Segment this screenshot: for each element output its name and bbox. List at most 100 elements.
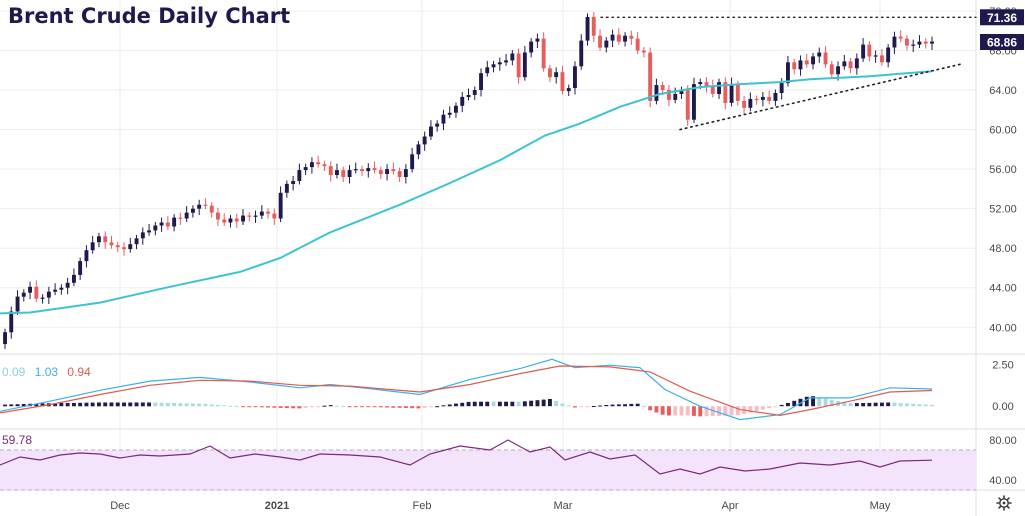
candle bbox=[3, 328, 7, 350]
macd-hist-bar bbox=[59, 403, 64, 407]
candle bbox=[491, 60, 496, 73]
candle bbox=[917, 35, 922, 49]
candle bbox=[560, 65, 565, 95]
candle bbox=[46, 286, 51, 305]
candle-body bbox=[403, 169, 408, 177]
candle bbox=[21, 289, 26, 302]
candle-body bbox=[616, 34, 621, 42]
candle bbox=[416, 140, 421, 160]
candle-body bbox=[203, 204, 208, 206]
candle bbox=[573, 61, 577, 95]
candle-body bbox=[241, 215, 245, 222]
macd-hist-bar bbox=[65, 403, 70, 407]
candle bbox=[654, 78, 659, 105]
settings-gear-icon[interactable] bbox=[996, 495, 1012, 511]
candle bbox=[479, 68, 483, 97]
candle bbox=[178, 212, 183, 225]
macd-hist-bar bbox=[203, 404, 208, 407]
candle bbox=[685, 85, 690, 127]
candle bbox=[429, 120, 433, 140]
candle-body bbox=[460, 96, 465, 106]
candle-body bbox=[247, 215, 252, 217]
macd-hist-bar bbox=[266, 406, 270, 408]
candle-body bbox=[679, 90, 684, 94]
time-tick-label: Feb bbox=[413, 500, 432, 512]
candle-body bbox=[378, 170, 383, 175]
macd-tick-label: 2.50 bbox=[992, 359, 1013, 371]
candle bbox=[184, 206, 189, 223]
macd-hist-bar bbox=[817, 397, 822, 407]
candle bbox=[366, 163, 371, 178]
macd-hist-bar bbox=[140, 402, 145, 407]
candle bbox=[422, 131, 427, 151]
macd-hist-bar bbox=[823, 398, 828, 407]
candle-body bbox=[34, 286, 39, 299]
candle-body bbox=[397, 171, 402, 177]
price-tag: 71.36 bbox=[980, 9, 1024, 26]
time-tick-label: 2021 bbox=[265, 500, 289, 512]
candle-body bbox=[335, 170, 339, 175]
macd-hist-bar bbox=[598, 405, 602, 407]
candle bbox=[209, 202, 214, 218]
candle-body bbox=[422, 136, 427, 145]
candle bbox=[829, 60, 834, 80]
candle-body bbox=[341, 170, 346, 177]
candle bbox=[798, 55, 803, 76]
candle bbox=[861, 38, 866, 62]
candle-body bbox=[15, 296, 20, 312]
candle-body bbox=[222, 219, 227, 223]
price-tick-label: 64.00 bbox=[989, 85, 1017, 97]
macd-hist-bar bbox=[454, 403, 458, 407]
candle bbox=[247, 212, 252, 222]
macd-hist-bar bbox=[748, 406, 753, 413]
candle-body bbox=[491, 64, 496, 68]
candle-body bbox=[209, 205, 214, 213]
macd-hist-bar bbox=[366, 406, 371, 408]
candle bbox=[191, 205, 195, 218]
candle bbox=[717, 78, 721, 99]
candle-body bbox=[723, 82, 728, 103]
candle bbox=[15, 290, 20, 315]
candle-body bbox=[685, 90, 690, 120]
candle bbox=[817, 47, 822, 63]
candle bbox=[222, 213, 227, 226]
macd-hist-bar bbox=[472, 401, 477, 407]
macd-hist-bar bbox=[898, 403, 903, 407]
candle bbox=[134, 234, 139, 250]
macd-hist-bar bbox=[623, 404, 627, 407]
candle bbox=[360, 165, 364, 177]
candle bbox=[397, 167, 402, 182]
candle-body bbox=[892, 36, 897, 48]
candle-body bbox=[159, 222, 164, 226]
candle-body bbox=[767, 96, 772, 101]
macd-hist-bar bbox=[566, 405, 571, 407]
macd-hist-bar bbox=[360, 406, 364, 408]
candle-body bbox=[360, 169, 364, 172]
candle-body bbox=[566, 88, 571, 92]
candle-body bbox=[46, 291, 51, 298]
candle-body bbox=[829, 64, 834, 75]
candle bbox=[679, 86, 684, 99]
macd-hist-bar bbox=[811, 396, 815, 407]
price-tag-bg bbox=[980, 33, 1024, 50]
candle bbox=[128, 237, 133, 253]
macd-hist-bar bbox=[253, 406, 258, 408]
macd-hist-bar bbox=[178, 403, 183, 407]
macd-hist-bar bbox=[710, 406, 715, 417]
rsi-band bbox=[0, 450, 976, 490]
candle bbox=[316, 155, 321, 168]
candle bbox=[504, 53, 508, 66]
macd-hist-bar bbox=[310, 406, 314, 408]
candle-body bbox=[134, 238, 139, 245]
macd-hist-bar bbox=[610, 404, 615, 407]
candle bbox=[347, 165, 352, 184]
macd-hist-bar bbox=[917, 404, 922, 407]
macd-hist-bar bbox=[685, 406, 690, 416]
candle bbox=[585, 13, 590, 46]
macd-hist-bar bbox=[504, 401, 508, 407]
price-tags: 71.36 68.86 bbox=[980, 9, 1024, 50]
candle-body bbox=[667, 90, 671, 100]
candle-body bbox=[541, 38, 546, 69]
candle-body bbox=[898, 36, 903, 39]
